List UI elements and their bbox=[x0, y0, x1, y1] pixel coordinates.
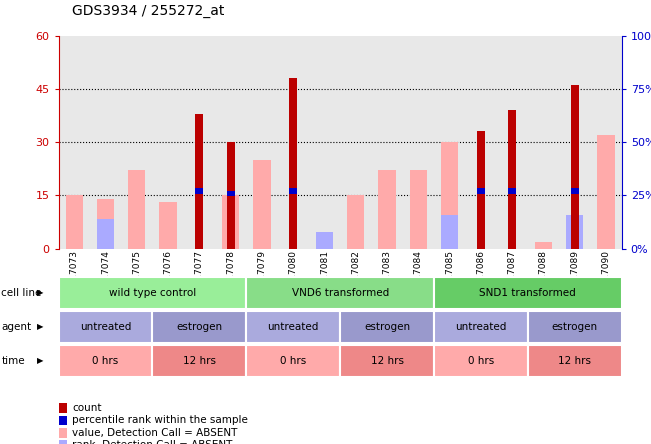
Bar bbox=[409, 170, 427, 249]
Text: 0 hrs: 0 hrs bbox=[468, 356, 494, 366]
Text: 0 hrs: 0 hrs bbox=[92, 356, 118, 366]
Bar bbox=[289, 188, 297, 194]
Bar bbox=[289, 78, 297, 249]
Bar bbox=[508, 188, 516, 194]
Text: ▶: ▶ bbox=[37, 288, 44, 297]
Text: agent: agent bbox=[1, 322, 31, 332]
Bar bbox=[477, 188, 485, 194]
Text: untreated: untreated bbox=[268, 322, 319, 332]
Bar bbox=[378, 170, 396, 249]
Text: estrogen: estrogen bbox=[551, 322, 598, 332]
Bar bbox=[441, 214, 458, 249]
Text: cell line: cell line bbox=[1, 288, 42, 297]
Bar bbox=[508, 110, 516, 249]
Text: wild type control: wild type control bbox=[109, 288, 196, 297]
Bar bbox=[571, 85, 579, 249]
Bar bbox=[97, 199, 114, 249]
Bar bbox=[159, 202, 176, 249]
Bar bbox=[347, 195, 365, 249]
Text: estrogen: estrogen bbox=[176, 322, 223, 332]
Text: 0 hrs: 0 hrs bbox=[280, 356, 307, 366]
Text: untreated: untreated bbox=[455, 322, 506, 332]
Bar bbox=[195, 114, 203, 249]
Bar bbox=[566, 214, 583, 249]
Text: value, Detection Call = ABSENT: value, Detection Call = ABSENT bbox=[72, 428, 238, 438]
Bar bbox=[598, 135, 615, 249]
Bar bbox=[66, 195, 83, 249]
Bar bbox=[441, 142, 458, 249]
Bar bbox=[222, 195, 240, 249]
Bar bbox=[97, 219, 114, 249]
Bar bbox=[227, 142, 234, 249]
Text: estrogen: estrogen bbox=[364, 322, 410, 332]
Text: untreated: untreated bbox=[80, 322, 132, 332]
Bar bbox=[477, 131, 485, 249]
Bar bbox=[316, 232, 333, 249]
Text: rank, Detection Call = ABSENT: rank, Detection Call = ABSENT bbox=[72, 440, 232, 444]
Bar bbox=[253, 160, 271, 249]
Text: SND1 transformed: SND1 transformed bbox=[480, 288, 576, 297]
Text: VND6 transformed: VND6 transformed bbox=[292, 288, 389, 297]
Text: 12 hrs: 12 hrs bbox=[559, 356, 591, 366]
Bar bbox=[316, 242, 333, 249]
Bar bbox=[128, 170, 145, 249]
Text: time: time bbox=[1, 356, 25, 366]
Bar bbox=[535, 242, 552, 249]
Bar bbox=[195, 188, 203, 194]
Bar bbox=[227, 190, 234, 196]
Text: 12 hrs: 12 hrs bbox=[370, 356, 404, 366]
Text: GDS3934 / 255272_at: GDS3934 / 255272_at bbox=[72, 4, 224, 18]
Text: ▶: ▶ bbox=[37, 322, 44, 331]
Text: 12 hrs: 12 hrs bbox=[183, 356, 216, 366]
Bar bbox=[571, 188, 579, 194]
Text: percentile rank within the sample: percentile rank within the sample bbox=[72, 416, 248, 425]
Text: count: count bbox=[72, 403, 102, 413]
Text: ▶: ▶ bbox=[37, 357, 44, 365]
